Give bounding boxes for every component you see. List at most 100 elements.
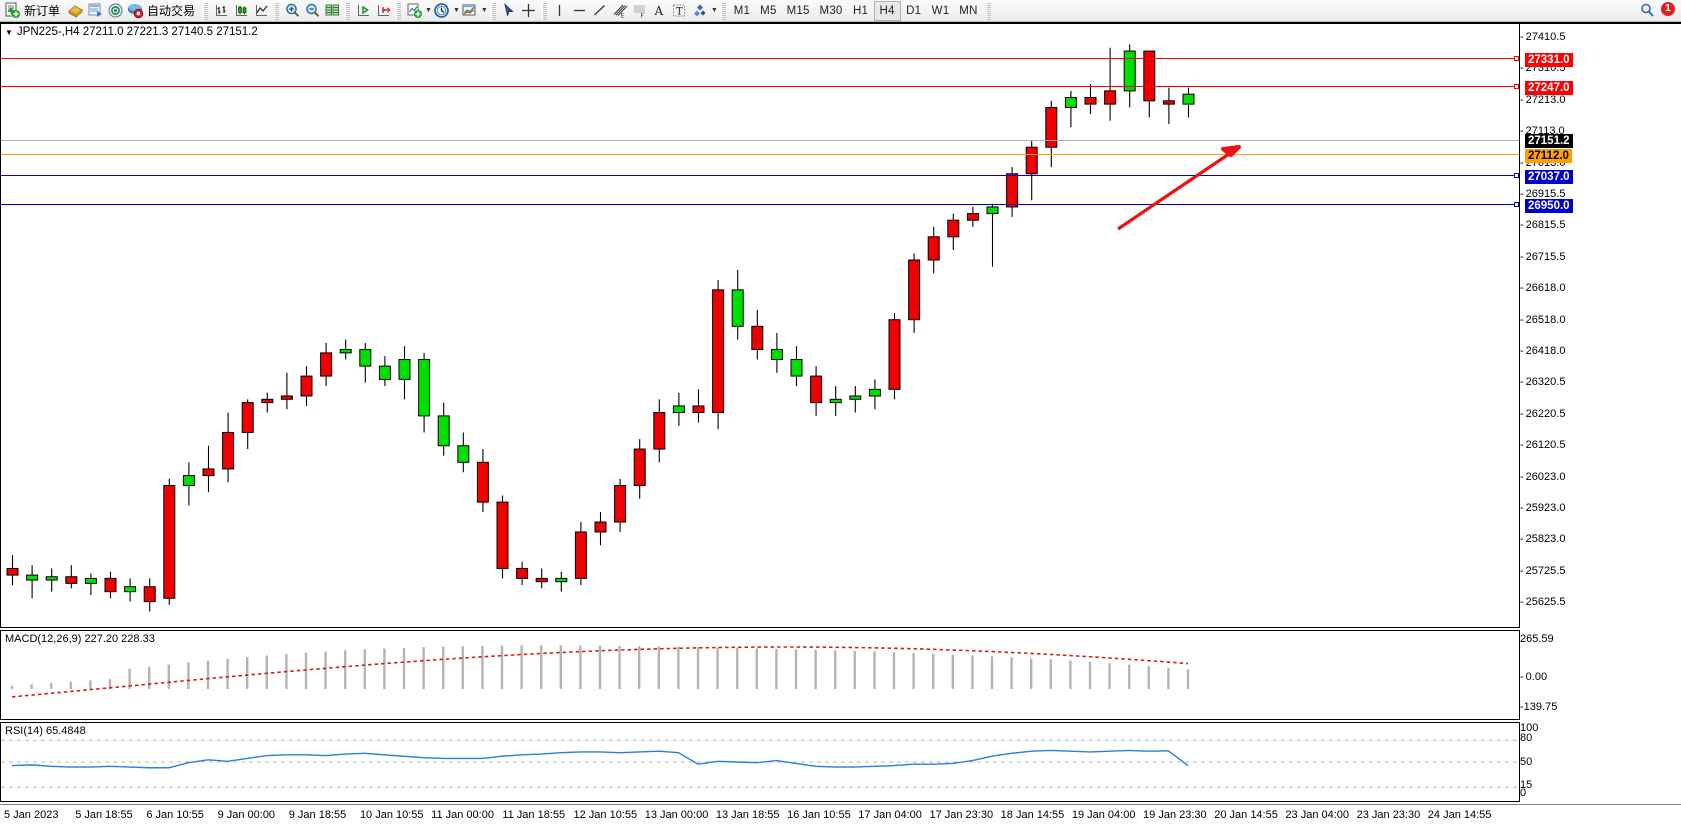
timeframe-mn[interactable]: MN [959,4,978,17]
resistance-level-label[interactable]: 27331.0 [1525,53,1573,67]
candlestick-chart-button[interactable] [231,1,251,21]
templates-button[interactable] [460,1,480,21]
navigator-icon [108,3,123,18]
timeframe-w1[interactable]: W1 [931,4,950,17]
chart-menu-caret-icon[interactable]: ▼ [5,27,13,37]
trendline-button[interactable] [590,1,610,21]
vertical-line-icon [559,5,561,16]
macd-series [10,645,1190,698]
toolbar-separator [203,1,209,20]
rsi-tick-15: 15 [1520,779,1533,791]
chevron-down-icon[interactable]: ▼ [480,7,488,14]
timeframe-h4[interactable]: H4 [873,0,901,21]
zoom-out-icon [305,3,319,17]
rsi-pane[interactable]: RSI(14) 65.4848 [0,722,1520,802]
chevron-down-icon[interactable]: ▼ [452,7,460,14]
resistance-line-27331[interactable] [1,56,1519,61]
price-tick: -25823.0 [1520,533,1566,546]
indicators-button[interactable] [404,1,424,21]
bar-chart-icon [215,5,227,16]
price-tick: -27113.0 [1520,125,1565,138]
price-tick: -27310.5 [1520,62,1566,75]
vertical-line-button[interactable] [550,1,570,21]
channel-button[interactable]: F [630,1,650,21]
rsi-tick-0: 0 [1520,787,1527,799]
time-tick: 23 Jan 04:00 [1285,809,1350,821]
bid-price-label[interactable]: 27151.2 [1525,134,1573,148]
timeframe-m15[interactable]: M15 [786,4,810,17]
price-tick: -27213.0 [1520,93,1566,106]
data-window-button[interactable] [85,1,105,21]
price-tick: -26715.5 [1520,250,1566,263]
macd-tick-zero: -0.00 [1520,671,1548,683]
price-tick: -26120.5 [1520,439,1566,452]
time-tick: 13 Jan 00:00 [644,809,709,821]
timeframe-d1[interactable]: D1 [906,4,922,17]
notifications-button[interactable]: 1 [1657,1,1679,21]
period-clock-icon [434,3,450,18]
macd-tick-max: 265.59 [1520,633,1554,645]
time-tick: 17 Jan 04:00 [858,809,922,821]
chevron-down-icon[interactable]: ▼ [425,7,432,14]
chart-shift-icon [377,5,390,16]
expert-advisor-button[interactable] [65,1,85,21]
period-clock-button[interactable] [432,1,452,21]
time-tick: 11 Jan 00:00 [431,809,494,821]
text-label-button[interactable]: A [650,1,670,21]
crosshair-button[interactable] [519,1,539,21]
ask-price-line[interactable] [1,154,1519,155]
auto-scroll-button[interactable] [353,1,373,21]
toolbar-separator [985,1,991,20]
rsi-tick-50: 50 [1520,756,1533,768]
chevron-down-icon[interactable]: ▼ [710,7,718,14]
new-order-button[interactable]: 新订单 [2,1,65,21]
price-tick: -25725.5 [1520,564,1566,577]
auto-trading-button[interactable]: 自动交易 [125,1,200,21]
time-tick: 19 Jan 04:00 [1071,809,1136,821]
svg-text:A: A [654,4,664,18]
timeframe-m30[interactable]: M30 [819,4,843,17]
support-level-label[interactable]: 26950.0 [1525,199,1573,213]
notification-count: 1 [1661,1,1675,16]
svg-text:T: T [676,7,683,18]
resistance-level-label[interactable]: 27247.0 [1525,81,1573,95]
support-line-27037[interactable] [1,173,1519,178]
line-chart-button[interactable] [251,1,271,21]
support-line-26950[interactable] [1,202,1519,207]
time-scale[interactable]: 5 Jan 2023 5 Jan 18:55 6 Jan 10:55 9 Jan 00… [0,804,1681,830]
data-window-icon [88,3,102,17]
crosshair-icon [522,4,536,17]
horizontal-line-button[interactable] [570,1,590,21]
new-order-label: 新订单 [24,4,61,18]
svg-text:E: E [621,13,625,20]
text-label-icon: A [654,4,664,18]
text-box-button[interactable]: T [670,1,690,21]
timeframe-m1[interactable]: M1 [733,4,751,17]
rsi-scale: 100 80 50 15 0 [1520,722,1681,802]
uptrend-arrow[interactable] [1,24,1520,628]
bar-chart-button[interactable] [211,1,231,21]
shapes-button[interactable] [690,1,710,21]
navigator-button[interactable] [105,1,125,21]
ask-price-label[interactable]: 27112.0 [1525,149,1572,163]
rsi-tick-80: 80 [1520,732,1533,744]
price-pane[interactable]: ▼ JPN225-,H4 27211.0 27221.3 27140.5 271… [0,22,1520,628]
search-button[interactable] [1637,1,1657,21]
zoom-out-button[interactable] [302,1,322,21]
price-scale[interactable]: -27410.5-27310.5-27213.0-27113.0-27013.0… [1520,22,1681,628]
macd-pane[interactable]: MACD(12,26,9) 227.20 228.33 [0,630,1520,720]
resistance-line-27247[interactable] [1,84,1519,89]
price-tick: -25923.0 [1520,502,1566,514]
expert-advisor-icon [67,5,83,19]
timeframe-m5[interactable]: M5 [760,4,777,17]
chart-container[interactable]: ▼ JPN225-,H4 27211.0 27221.3 27140.5 271… [0,22,1681,830]
tile-windows-button[interactable] [322,1,342,21]
zoom-in-button[interactable] [282,1,302,21]
price-tick: -26915.5 [1520,188,1566,200]
cursor-button[interactable] [499,1,519,21]
macd-scale: 265.59 -0.00 -139.75 [1520,630,1681,720]
chart-shift-button[interactable] [373,1,393,21]
timeframe-h1[interactable]: H1 [852,4,869,17]
fibonacci-button[interactable]: E [610,1,630,21]
support-level-label[interactable]: 27037.0 [1525,170,1573,184]
